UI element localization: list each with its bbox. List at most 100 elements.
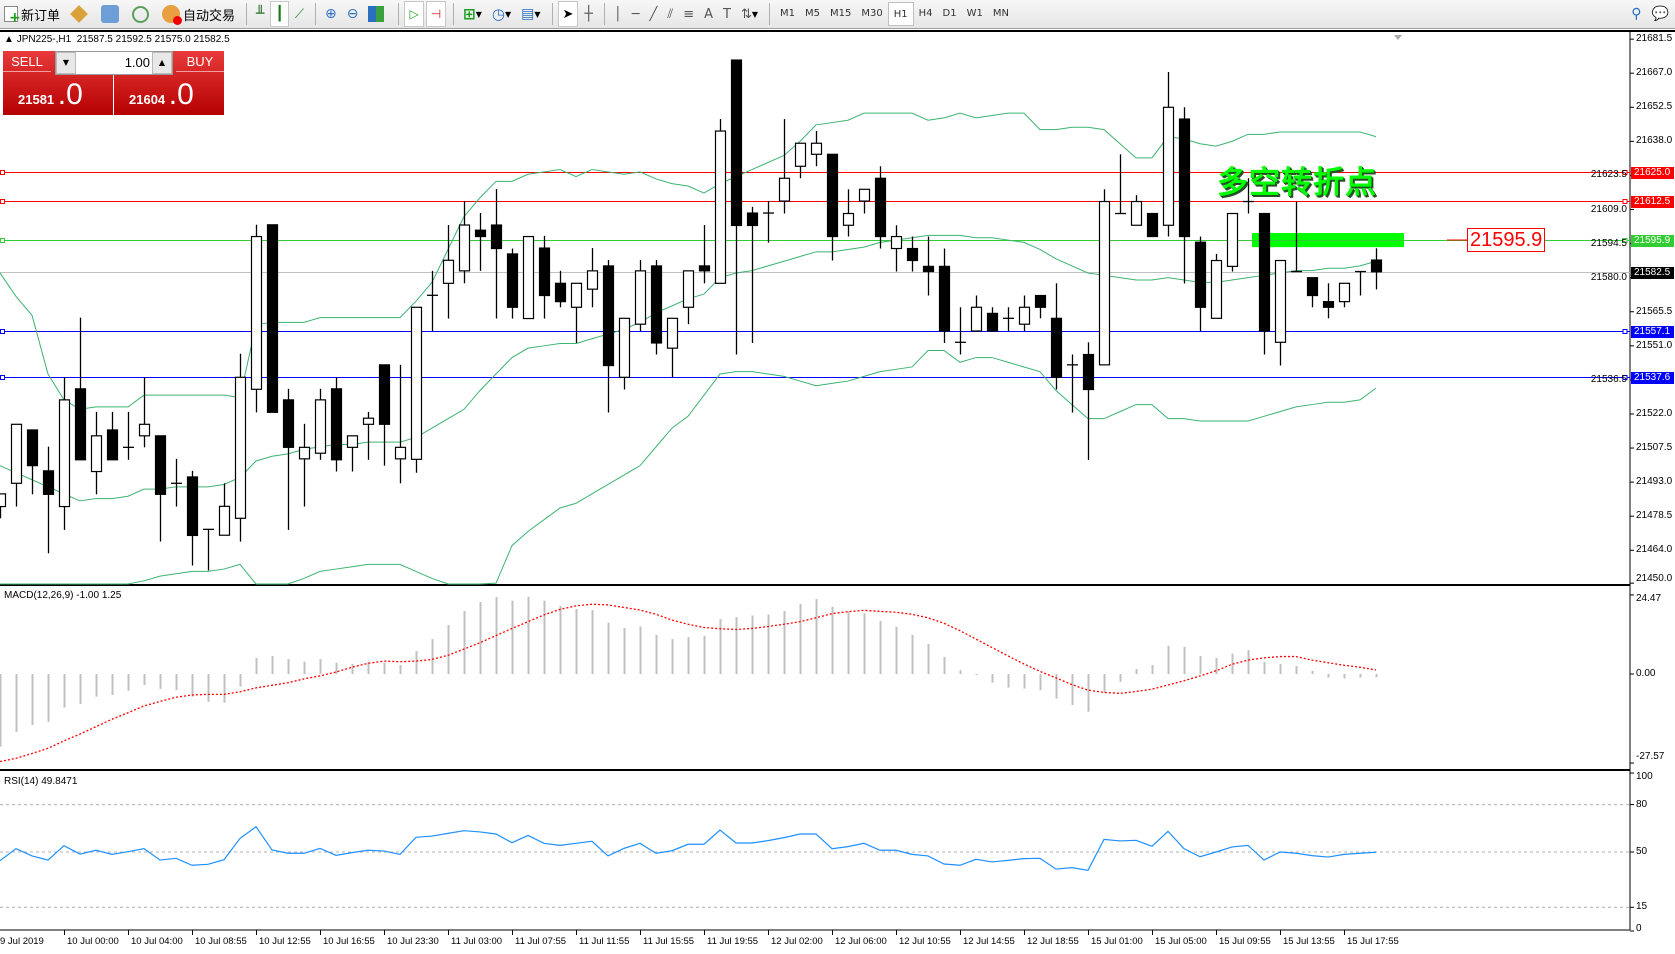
templates-button[interactable]: ▤ ▼ [517,2,544,26]
line-anchor-marker [0,375,5,380]
period-mn[interactable]: MN [992,7,1009,19]
text-button[interactable]: A [700,2,717,26]
zoom-out-button[interactable]: ⊖ [343,2,363,26]
lot-size-input[interactable]: ▼ 1.00 ▲ [55,51,173,75]
search-button[interactable]: ⚲ [1627,2,1645,26]
bar-chart-button[interactable]: ╨ [252,2,268,26]
price-tick-label: 21594.5 [1590,237,1627,249]
arrows-button[interactable]: ⇅ ▼ [737,2,762,26]
bearish-candle [906,247,919,262]
bearish-candle [42,470,55,495]
tile-windows-button[interactable] [364,2,391,26]
crosshair-button[interactable]: ┼ [580,2,596,26]
cursor-icon: ➤ [562,6,574,22]
rsi-tick-label: 0 [1636,923,1642,934]
indicators-icon: ⊞ [463,5,476,23]
bullish-candle [1274,259,1287,343]
period-h4[interactable]: H4 [918,7,933,19]
vertical-line-button[interactable]: │ [610,2,626,26]
time-tick-label: 11 Jul 07:55 [515,936,567,947]
new-order-button[interactable]: + 新订单 [0,2,64,26]
bullish-candle [1338,282,1351,303]
bullish-candle [794,142,807,167]
line-anchor-marker [1622,375,1628,380]
candlestick-button[interactable]: ┃ [270,1,289,27]
time-tick-label: 9 Jul 2019 [0,936,44,947]
chat-icon: 💬 [1651,6,1669,22]
bullish-candle [10,423,23,484]
period-m15[interactable]: M15 [830,7,852,19]
fibonacci-icon: ≡ [683,6,695,22]
price-label-annotation[interactable]: 21595.9 [1467,228,1546,252]
price-tick-label: 21493.0 [1636,476,1673,488]
rsi-tick-label: 50 [1636,846,1648,857]
line-anchor-marker [1622,329,1628,334]
periods-button[interactable]: ◷ ▼ [488,2,515,26]
bearish-candle [266,224,279,413]
time-tick-label: 12 Jul 14:55 [963,936,1015,947]
period-h1[interactable]: H1 [887,2,914,26]
bullish-candle [682,270,695,308]
period-w1[interactable]: W1 [966,7,983,19]
autoscroll-button[interactable]: ▷ [404,1,424,27]
chart-window[interactable] [0,30,1675,954]
horizontal-line-button[interactable]: ─ [628,2,644,26]
chart-shift-icon: ⊣ [430,7,442,21]
bearish-candle [538,247,551,297]
search-icon: ⚲ [1631,6,1642,22]
line-chart-button[interactable]: ⟋ [291,2,308,26]
bearish-candle [378,364,391,425]
period-d1[interactable]: D1 [942,7,957,19]
bearish-candle [1082,353,1095,391]
bullish-candle [90,435,103,473]
bullish-candle [442,259,455,284]
text-label-button[interactable]: T [719,2,735,26]
auto-trading-button[interactable]: 自动交易 [158,2,239,26]
period-selector: M1 M5 M15 M30 H1 H4 D1 W1 MN [775,2,1014,26]
bullish-candle [714,130,727,284]
cursor-button[interactable]: ➤ [557,1,579,27]
navigator-button[interactable] [97,2,126,26]
bullish-candle [58,399,71,508]
chart-shift-button[interactable]: ⊣ [425,1,447,27]
toolbar-separator [398,3,400,25]
period-m5[interactable]: M5 [805,7,821,19]
chat-button[interactable]: 💬 [1648,2,1673,26]
bollinger-upper-band [0,112,1377,410]
equidistant-channel-button[interactable]: ⫽ [663,2,677,26]
price-tag: 21625.0 [1631,166,1674,179]
rsi-line [0,825,1377,871]
price-tick-label: 21565.5 [1636,305,1673,317]
bullish-candle [250,235,263,390]
buy-label: BUY [176,54,224,72]
lot-decrease-button[interactable]: ▼ [56,52,76,74]
lot-increase-button[interactable]: ▲ [152,52,172,74]
bullish-candle [890,235,903,250]
zoom-in-button[interactable]: ⊕ [321,2,341,26]
bearish-candle [1306,277,1319,297]
toolbar-separator [769,3,771,25]
buy-price-main: 21604 [129,92,166,107]
lot-value[interactable]: 1.00 [124,55,150,70]
price-tick-label: 21507.5 [1636,442,1673,454]
toolbar-separator [603,3,605,25]
fibonacci-button[interactable]: ≡ [679,2,698,26]
text-label-icon: T [723,6,731,22]
trendline-button[interactable]: ╱ [646,2,662,26]
period-m1[interactable]: M1 [780,7,796,19]
text-icon: A [704,6,713,22]
line-anchor-marker [1622,170,1628,175]
collapse-triangle-icon[interactable]: ▲ [4,34,14,45]
annotation-text[interactable]: 多空转折点 [1217,165,1377,201]
bullish-candle [842,212,855,226]
indicators-button[interactable]: ⊞ ▼ [459,2,486,26]
signals-button[interactable] [128,2,156,26]
period-m30[interactable]: M30 [861,7,883,19]
bullish-candle [970,306,983,332]
toolbar-separator [246,3,248,25]
time-tick-label: 10 Jul 12:55 [259,936,311,947]
bearish-candle [490,224,503,250]
time-tick-label: 10 Jul 00:00 [67,936,119,947]
line-anchor-marker [0,238,5,243]
